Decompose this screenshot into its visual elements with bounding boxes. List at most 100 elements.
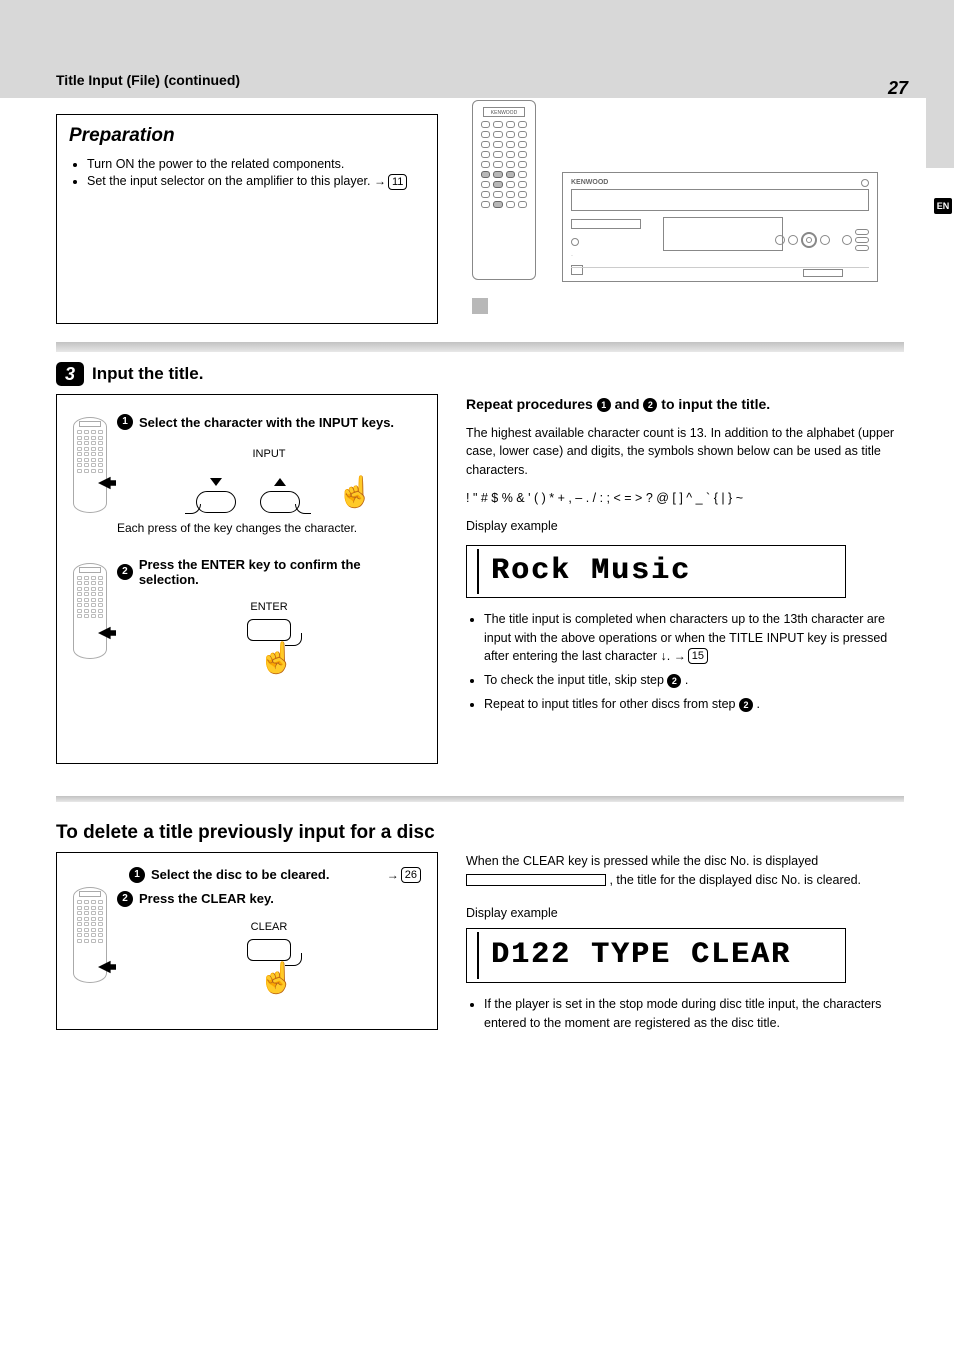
page-reference: → 26 (387, 867, 421, 883)
arrow-icon: → (387, 868, 399, 882)
symbols-list: ! " # $ % & ' ( ) * + , – . / : ; < = > … (466, 489, 904, 507)
delete-para-text: , the title for the displayed disc No. i… (609, 873, 861, 887)
pointer-arrow-icon (98, 626, 116, 640)
prep-item-text: Set the input selector on the amplifier … (87, 174, 371, 188)
delete-section-heading: To delete a title previously input for a… (56, 822, 904, 844)
inline-step-ref-icon: 1 (597, 398, 611, 412)
lcd-display-example: Rock Music (466, 545, 846, 599)
remote-buttons-grid (481, 121, 527, 208)
section-divider (56, 796, 904, 802)
blank-display-icon (466, 874, 606, 886)
list-item: Repeat to input titles for other discs f… (484, 695, 904, 713)
remote-brand-label: KENWOOD (483, 107, 525, 117)
list-item: The title input is completed when charac… (484, 610, 904, 665)
list-item: If the player is set in the stop mode du… (484, 995, 904, 1033)
substep-1: 1 Select the character with the INPUT ke… (73, 411, 421, 535)
power-indicator-icon (861, 179, 869, 187)
note-text: Repeat to input titles for other discs f… (484, 697, 739, 711)
delete-left: 1 Select the disc to be cleared. → 26 (56, 852, 438, 1030)
step-3-instruction-box: 1 Select the character with the INPUT ke… (56, 394, 438, 764)
inline-step-ref-icon: 2 (667, 674, 681, 688)
enter-key-icon (247, 619, 291, 641)
intro-text: and (615, 396, 644, 412)
substep-number-icon: 2 (117, 564, 133, 580)
intro-text: Repeat procedures (466, 396, 597, 412)
prep-item: Set the input selector on the amplifier … (87, 173, 425, 191)
step-3-body: 1 Select the character with the INPUT ke… (56, 394, 904, 764)
delete-right: When the CLEAR key is pressed while the … (466, 852, 904, 1033)
delete-substep-1: 1 Select the disc to be cleared. → 26 (129, 867, 421, 883)
unit-display-icon (571, 189, 869, 211)
inline-step-ref-icon: 2 (739, 698, 753, 712)
enter-key-illustration: ENTER ☝ (117, 601, 421, 674)
hardware-diagrams: KENWOOD KENWOO (466, 114, 904, 324)
preparation-row: Preparation Turn ON the power to the rel… (56, 114, 904, 324)
substep-2-text: Press the ENTER key to confirm the selec… (139, 557, 421, 587)
preparation-list: Turn ON the power to the related compone… (69, 156, 425, 191)
input-up-key-icon (260, 491, 300, 513)
delete-para-text: When the CLEAR key is pressed while the … (466, 854, 818, 868)
substep-1-label: 1 Select the character with the INPUT ke… (117, 414, 394, 430)
substep-1-note: Each press of the key changes the charac… (117, 521, 421, 535)
step-3-intro: Repeat procedures 1 and 2 to input the t… (466, 394, 904, 414)
note-text: . (756, 697, 759, 711)
mini-remote-diagram (73, 417, 107, 513)
unit-brand-label: KENWOOD (571, 179, 608, 186)
step-3-left: 1 Select the character with the INPUT ke… (56, 394, 438, 764)
disc-tray-icon (663, 217, 783, 251)
mini-remote-diagram (73, 563, 107, 659)
delete-sub2-text: Press the CLEAR key. (139, 891, 421, 906)
prep-item: Turn ON the power to the related compone… (87, 156, 425, 174)
step-3-header: 3 Input the title. (56, 362, 904, 386)
note-text: To check the input title, skip step (484, 673, 667, 687)
hand-pointer-icon: ☝ (125, 644, 429, 674)
intro-text: to input the title. (661, 396, 770, 412)
preparation-box: Preparation Turn ON the power to the rel… (56, 114, 438, 324)
mini-remote-diagram (73, 887, 107, 983)
step-title: Input the title. (92, 364, 203, 384)
delete-substep-2: 2 Press the CLEAR key. CLEAR ☝ (73, 891, 421, 994)
hand-pointer-icon: ☝ (125, 964, 429, 994)
input-key-label: INPUT (117, 448, 421, 460)
substep-2-label: 2 Press the ENTER key to confirm the sel… (117, 557, 421, 587)
clear-key-label: CLEAR (117, 921, 421, 933)
continued-heading: Title Input (File) (continued) (56, 72, 240, 88)
unit-footer (571, 267, 869, 277)
page-ref-number: 15 (688, 648, 708, 664)
lcd-text: Rock Music (491, 550, 839, 594)
clear-key-icon (247, 939, 291, 961)
delete-notes-list: If the player is set in the stop mode du… (466, 995, 904, 1033)
step-number-badge: 3 (56, 362, 84, 386)
remote-control-diagram: KENWOOD (472, 100, 536, 280)
unit-right-controls (775, 229, 869, 251)
header-gray-band: Title Input (File) (continued) (0, 0, 954, 98)
step-3-notes-list: The title input is completed when charac… (466, 610, 904, 713)
delete-sub1-text: Select the disc to be cleared. (151, 867, 381, 882)
page-reference: → 15 (674, 648, 708, 665)
arrow-icon: → (374, 173, 386, 190)
substep-2: 2 Press the ENTER key to confirm the sel… (73, 557, 421, 674)
list-item: To check the input title, skip step 2 . (484, 671, 904, 689)
clear-key-illustration: CLEAR ☝ (117, 921, 421, 994)
arrow-icon: → (674, 648, 686, 665)
lcd-text: D122 TYPE CLEAR (491, 933, 839, 978)
substep-number-icon: 1 (117, 414, 133, 430)
lcd-display-example: D122 TYPE CLEAR (466, 928, 846, 983)
display-example-label: Display example (466, 517, 904, 535)
substep-number-icon: 1 (129, 867, 145, 883)
hand-pointer-icon: ☝ (337, 478, 374, 508)
pointer-arrow-icon (98, 476, 116, 490)
display-example-label: Display example (466, 904, 904, 923)
main-unit-diagram: KENWOOD · (562, 172, 878, 282)
inline-step-ref-icon: 2 (643, 398, 657, 412)
page-reference: → 11 (374, 173, 407, 190)
section-divider (56, 342, 904, 352)
pointer-arrow-icon (98, 960, 116, 974)
enter-key-label: ENTER (117, 601, 421, 613)
page-ref-number: 11 (388, 174, 407, 190)
delete-section-body: 1 Select the disc to be cleared. → 26 (56, 852, 904, 1033)
page-number: 27 (888, 78, 908, 99)
input-down-key-icon (196, 491, 236, 513)
diagram-highlight-swatch (472, 298, 488, 314)
input-key-illustration: INPUT ☝ (117, 448, 421, 513)
